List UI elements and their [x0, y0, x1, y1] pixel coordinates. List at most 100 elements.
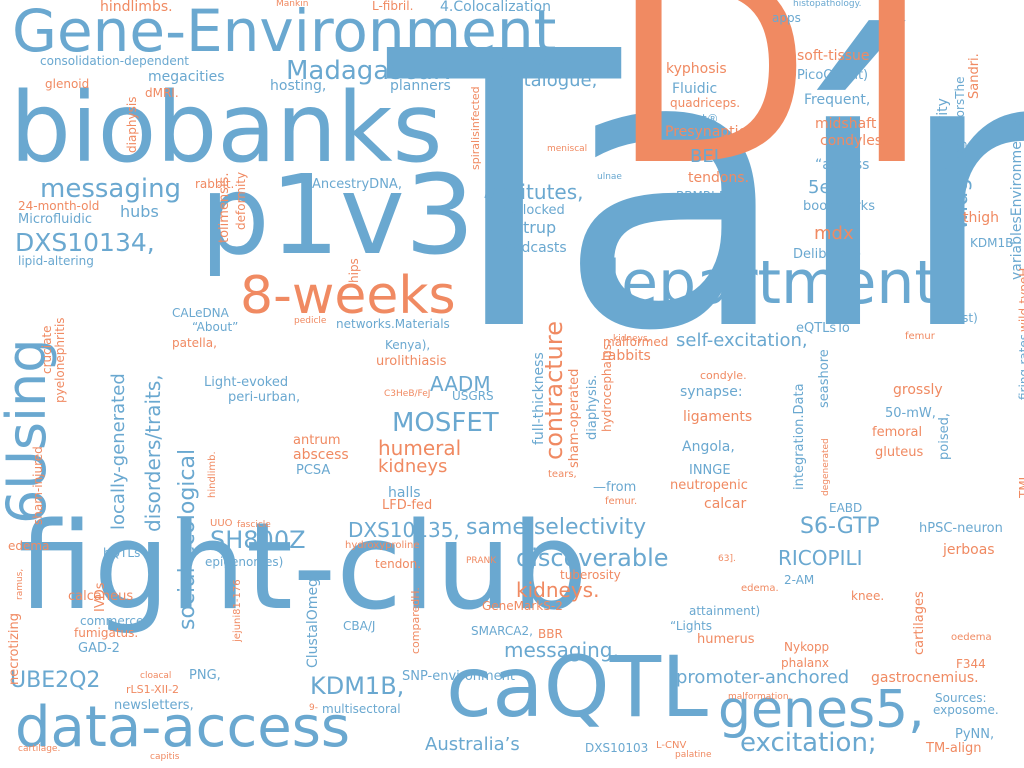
word-different-selectivity: different-selectivity	[935, 98, 951, 234]
word-caqtl: caQTL	[446, 638, 708, 736]
word-mdx: mdx	[814, 223, 854, 244]
word-hydrocephalus: hydrocephalus.	[600, 340, 614, 432]
word-self-excitation: self-excitation,	[676, 330, 808, 351]
word-kenya: Kenya),	[385, 338, 431, 352]
word-l-fibril: L-fibril.	[372, 0, 414, 13]
word-condyles: condyles	[820, 133, 883, 149]
word-jerboas: jerboas	[943, 542, 995, 558]
word-planners: planners	[390, 78, 451, 94]
word-land-locked: land-locked	[490, 203, 565, 218]
word-light-evoked: Light-evoked	[204, 375, 289, 390]
word-glenoid: glenoid	[45, 77, 90, 91]
word-trust: Trust)	[944, 311, 978, 325]
word-networks-materials: networks.Materials	[336, 317, 450, 331]
word-exposome: exposome.	[933, 703, 999, 717]
word-halls: halls	[388, 485, 421, 501]
word-department: department)	[583, 248, 962, 318]
word-data-access: data-access	[15, 695, 351, 760]
word-rabbit: rabbit.	[195, 177, 235, 191]
word-kidneys: kidneys.	[516, 578, 600, 602]
word-wild-typeh: wild-typeH.	[1017, 264, 1024, 332]
word-p1v3: p1v3’	[200, 151, 510, 279]
word-hubs: hubs	[120, 202, 159, 221]
word-necrotizing: necrotizing	[7, 612, 22, 685]
word-innge: INNGE	[689, 463, 731, 478]
word-50-mw: 50-mW,	[885, 406, 936, 421]
word-gastrocnemius: gastrocnemius.	[871, 670, 979, 686]
word-cruciate: cruciate	[40, 325, 54, 374]
word-pyelonephritis: pyelonephritis	[53, 317, 67, 403]
word-condyle: condyle.	[700, 369, 747, 382]
word-pedicle: pedicle	[294, 316, 327, 326]
word-tm-align: TM-align	[926, 741, 982, 756]
word-diaphysis: diaphysis	[125, 96, 139, 153]
word-fumigatus: fumigatus.	[74, 626, 139, 640]
word-humerus: humerus	[697, 632, 755, 647]
word-consolidation-dependent: consolidation-dependent	[40, 54, 190, 68]
word-tendon: tendon.	[375, 557, 422, 571]
word-seashore: seashore	[817, 349, 832, 408]
word-lights: “Lights	[670, 619, 713, 633]
word-kdm1b: KDM1B,	[310, 672, 405, 700]
word-fascicle: fascicle	[237, 520, 271, 530]
word-dt: DT	[610, 0, 972, 223]
word-same-selectivity: same-selectivity	[466, 515, 647, 540]
word-social-ecological: social-ecological	[175, 448, 200, 630]
word-madagascar: Madagascar:	[286, 56, 453, 86]
word-jejuni81-176: jejuni81-176	[232, 579, 243, 642]
word-histopathology: histopathology.	[793, 0, 862, 9]
word-excitation: excitation;	[740, 728, 877, 758]
word-ulnae: ulnae	[597, 172, 622, 182]
word-picoquant: PicoQuant)	[797, 68, 869, 83]
word-snp-environment: SNP-environment	[402, 669, 516, 684]
word-kyphosis: kyphosis	[666, 61, 727, 77]
word-bbmri-nl: BBMRI-NL	[676, 189, 735, 203]
word-variablesenvironmental: variablesEnvironmental	[1009, 114, 1024, 280]
word-5e-8: 5e-8	[808, 177, 849, 198]
word-cartilage: cartilage.	[18, 744, 61, 754]
word-png: PNG,	[189, 668, 221, 683]
word-ube2q2: UBE2Q2	[10, 668, 101, 693]
word-deliberate: Deliberate	[793, 247, 861, 262]
word-patella: patella,	[172, 336, 217, 350]
word-messaging: messaging,	[504, 638, 619, 662]
word-deformity: deformity	[234, 171, 248, 230]
word-edema: edema	[8, 539, 50, 553]
word-knee: knee.	[851, 589, 885, 603]
word-full-thickness: full-thickness	[531, 352, 547, 445]
word-abscess: abscess	[293, 447, 349, 463]
word-tears: tears,	[548, 469, 577, 480]
word-cloacal: cloacal	[140, 671, 172, 681]
word-microfluidic: Microfluidic	[18, 212, 93, 227]
word-tendons: tendons.	[688, 170, 750, 186]
word-regulatorsthe: regulatorsThe	[953, 76, 967, 160]
word-c3heb-fej: C3HeB/FeJ	[384, 389, 431, 399]
word-prank: PRANK	[466, 556, 497, 566]
word-pynn: PyNN,	[955, 727, 995, 742]
word-l-cnv: L-CNV	[656, 740, 687, 751]
word-ta-no: Taíno	[388, 0, 1024, 414]
word-ligaments: ligaments	[683, 409, 753, 425]
word-disorders-traits: disorders/traits,	[141, 374, 165, 532]
word-rabbits: rabbits	[602, 348, 651, 364]
word-antrum: antrum	[293, 433, 341, 448]
word-malformation: malformation.	[728, 692, 792, 702]
word-gene-environment: Gene-Environment	[12, 0, 557, 65]
word-biobanks: biobanks	[10, 72, 443, 184]
word-genemarks-2: GeneMarkS-2	[482, 599, 563, 613]
word-presynaptic: Presynaptic	[665, 124, 747, 140]
word-dxs10134: DXS10134,	[15, 228, 155, 257]
word-commerce: commerce,	[80, 614, 148, 628]
word-degenerated: degenerated	[821, 438, 831, 496]
word-gad-2: GAD-2	[78, 641, 120, 656]
word-fluidic: Fluidic	[672, 81, 718, 97]
word-broadcasts: broadcasts	[490, 240, 567, 256]
word-caledna: CALeDNA	[172, 306, 229, 320]
word-bel: BEL,	[690, 146, 730, 167]
word-australia-s: Australia’s	[425, 734, 520, 755]
word-hqtls: hQTLs	[103, 546, 141, 560]
word-urolithiasis: urolithiasis	[376, 354, 447, 369]
word-sources: Sources:	[935, 691, 987, 705]
word-uuo: UUO	[210, 518, 233, 529]
